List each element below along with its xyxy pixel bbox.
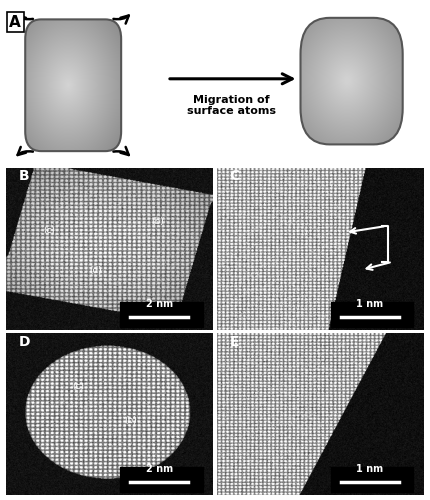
Text: A: A	[9, 14, 21, 30]
Text: 2 nm: 2 nm	[146, 464, 173, 474]
Text: 1 nm: 1 nm	[356, 464, 384, 474]
Text: 2 nm: 2 nm	[146, 299, 173, 309]
Text: Migration of
surface atoms: Migration of surface atoms	[187, 95, 276, 116]
Text: (b): (b)	[151, 218, 164, 226]
Text: (b): (b)	[124, 416, 137, 426]
Text: B: B	[19, 170, 30, 183]
Text: 1 nm: 1 nm	[356, 299, 384, 309]
Text: (c): (c)	[73, 382, 85, 392]
Text: (c): (c)	[43, 226, 55, 234]
Text: (d): (d)	[89, 266, 102, 275]
Text: E: E	[230, 334, 239, 348]
Text: D: D	[19, 334, 31, 348]
Text: C: C	[230, 170, 240, 183]
